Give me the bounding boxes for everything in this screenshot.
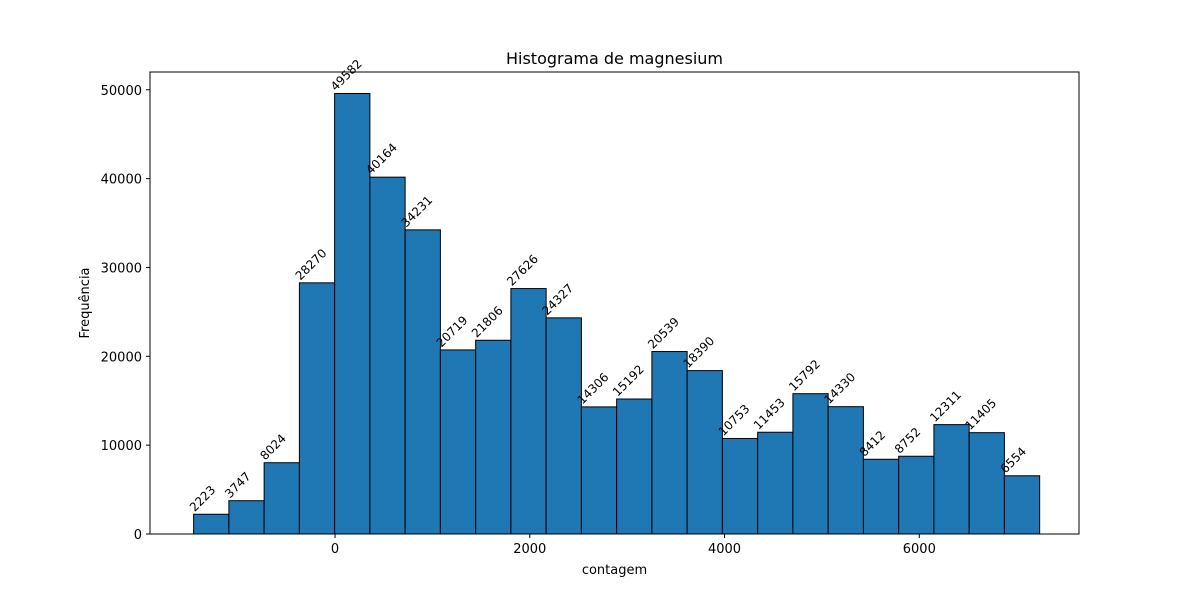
histogram-bar <box>1003 475 1041 535</box>
y-tick-label: 0 <box>134 528 142 543</box>
bar-value-label: 15792 <box>786 357 823 394</box>
y-tick-label: 10000 <box>101 439 142 454</box>
bar-value-label: 11405 <box>962 396 999 433</box>
bar-value-label: 21806 <box>469 303 506 340</box>
bar-value-label: 8752 <box>892 425 923 456</box>
bar-value-label: 12311 <box>927 388 964 425</box>
bar-value-label: 15192 <box>610 362 647 399</box>
histogram-bar <box>404 229 441 535</box>
histogram-bar <box>475 339 512 535</box>
histogram-bar <box>968 432 1005 535</box>
histogram-bar <box>862 458 900 535</box>
histogram-bar <box>439 349 477 535</box>
histogram-bar <box>616 398 653 535</box>
x-tick-label: 2000 <box>513 542 546 557</box>
histogram-bar <box>721 437 759 535</box>
x-axis: 0 2000 4000 6000 <box>331 534 936 557</box>
chart-title: Histograma de magnesium <box>506 49 723 68</box>
bar-value-label: 2223 <box>187 483 218 514</box>
histogram-bar <box>792 393 829 535</box>
x-tick-label: 4000 <box>708 542 741 557</box>
x-axis-label: contagem <box>582 563 647 578</box>
histogram-bar <box>933 424 970 535</box>
bar-value-label: 14330 <box>821 370 858 407</box>
histogram-bar <box>545 317 582 535</box>
histogram-bar <box>898 455 935 535</box>
bar-value-label: 8024 <box>257 431 288 462</box>
bar-value-label: 11453 <box>751 395 788 432</box>
histogram-bar <box>651 351 688 535</box>
histogram-bar <box>228 500 265 535</box>
y-tick-label: 50000 <box>101 84 142 99</box>
histogram-bar <box>510 288 547 535</box>
x-tick-label: 6000 <box>903 542 936 557</box>
bar-value-label: 3747 <box>222 469 253 500</box>
plot-frame <box>149 71 1080 535</box>
histogram-bar <box>757 431 794 535</box>
histogram-bar <box>827 406 864 535</box>
bars-group <box>193 92 1041 535</box>
y-tick-label: 40000 <box>101 173 142 188</box>
bar-value-label: 27626 <box>504 252 541 289</box>
histogram-bar <box>193 513 230 535</box>
bar-value-label: 49582 <box>328 57 365 94</box>
y-axis: 0 10000 20000 30000 40000 50000 <box>101 84 150 543</box>
y-tick-label: 30000 <box>101 261 142 276</box>
x-tick-label: 0 <box>331 542 339 557</box>
histogram-bar <box>580 406 618 535</box>
histogram-bar <box>263 462 300 535</box>
histogram-bar <box>369 176 406 535</box>
histogram-bar <box>686 370 723 535</box>
y-axis-label: Frequência <box>78 267 93 338</box>
bar-value-label: 20539 <box>645 315 682 352</box>
histogram-bar <box>298 282 336 535</box>
y-tick-label: 20000 <box>101 350 142 365</box>
bar-value-label: 28270 <box>293 246 330 283</box>
histogram-bar <box>334 92 371 535</box>
